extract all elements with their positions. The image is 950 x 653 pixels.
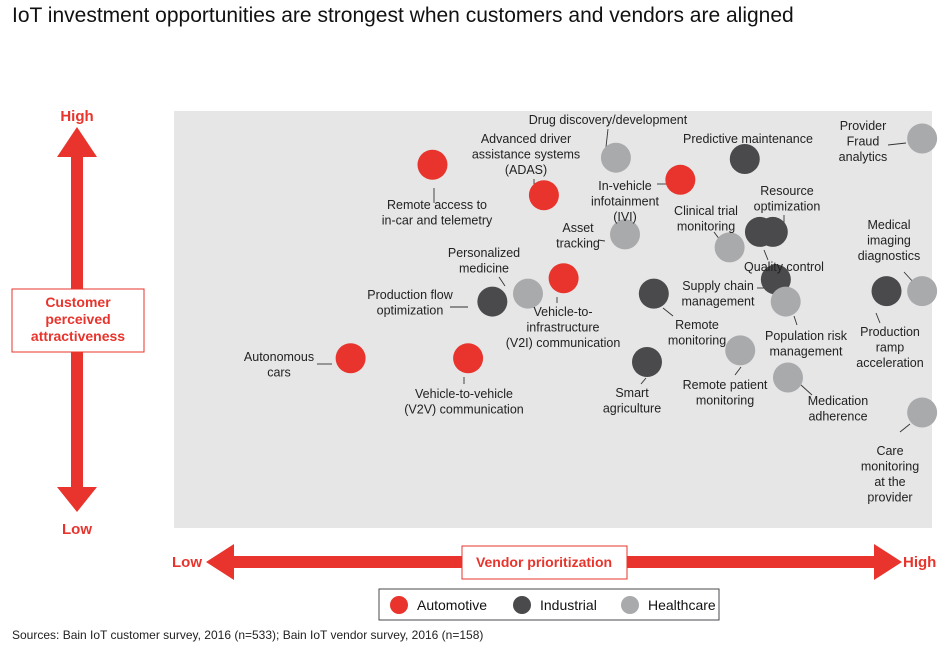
- y-high-label: High: [60, 108, 93, 125]
- leader-line: [875, 312, 881, 324]
- point-label: Production ramp acceleration: [856, 325, 923, 370]
- leader-line: [899, 423, 911, 433]
- point-label: In-vehicle infotainment (IVI): [591, 179, 660, 224]
- point-label: Autonomous cars: [244, 350, 314, 380]
- y-axis-title-box: [11, 288, 145, 353]
- leader-line: [887, 142, 907, 146]
- point-label: Medical imaging diagnostics: [858, 218, 921, 263]
- point-label: Resource optimization: [754, 184, 821, 214]
- point-label: Quality control: [744, 260, 824, 274]
- point-industrial: [729, 143, 760, 174]
- point-label: Personalized medicine: [448, 246, 520, 276]
- point-healthcare: [907, 397, 938, 428]
- legend: Automotive Industrial Healthcare: [390, 596, 716, 614]
- point-automotive: [548, 263, 579, 294]
- point-label: Clinical trial monitoring: [674, 204, 738, 234]
- point-label: Smart agriculture: [603, 386, 661, 416]
- leader-line: [800, 384, 813, 396]
- point-healthcare: [610, 219, 641, 250]
- chart-title: IoT investment opportunities are stronge…: [12, 4, 794, 27]
- point-automotive: [335, 343, 366, 374]
- source-note: Sources: Bain IoT customer survey, 2016 …: [12, 628, 484, 642]
- point-label: Population risk management: [765, 329, 848, 359]
- point-industrial: [744, 216, 775, 247]
- point-label: Care monitoring at the provider: [861, 444, 919, 505]
- leader-line: [734, 366, 742, 376]
- point-industrial: [638, 278, 669, 309]
- point-label: Medication adherence: [808, 394, 868, 424]
- point-label: Advanced driver assistance systems (ADAS): [472, 132, 580, 177]
- point-healthcare: [907, 276, 938, 307]
- point-industrial: [631, 347, 662, 378]
- leader-line: [640, 377, 647, 385]
- point-label: Vehicle-to-infrastructure (V2I) communica…: [506, 305, 621, 350]
- point-healthcare: [512, 278, 543, 309]
- legend-marker-industrial: [513, 596, 531, 614]
- point-automotive: [528, 180, 559, 211]
- point-automotive: [417, 149, 448, 180]
- legend-box: [378, 588, 720, 621]
- leader-line: [498, 276, 506, 287]
- point-healthcare: [714, 232, 745, 263]
- point-automotive: [453, 343, 484, 374]
- point-automotive: [665, 164, 696, 195]
- point-labels: Drug discovery/development Advanced drive…: [244, 113, 924, 505]
- leader-line: [605, 128, 609, 148]
- point-label: Production flow optimization: [367, 288, 453, 318]
- point-label: Predictive maintenance: [683, 132, 813, 146]
- point-industrial: [871, 276, 902, 307]
- x-axis-title-box: [461, 545, 628, 580]
- plot-area: [174, 111, 932, 528]
- point-healthcare: [907, 123, 938, 154]
- data-points: [335, 123, 938, 428]
- point-label: Vehicle-to-vehicle (V2V) communication: [404, 387, 524, 417]
- y-axis-title-text: Customer perceived attractiveness: [31, 294, 125, 344]
- point-label: Asset tracking: [556, 221, 600, 251]
- point-label: Supply chain management: [682, 279, 755, 309]
- legend-label-automotive: Automotive: [417, 597, 487, 613]
- point-label: Drug discovery/development: [529, 113, 688, 127]
- leader-line: [597, 239, 606, 242]
- y-low-label: Low: [62, 521, 92, 538]
- legend-label-industrial: Industrial: [540, 597, 597, 613]
- point-label: Remote monitoring: [668, 318, 726, 348]
- point-label: Provider Fraud analytics: [839, 119, 888, 164]
- point-label: Remote access to in-car and telemetry: [382, 198, 493, 228]
- legend-label-healthcare: Healthcare: [648, 597, 716, 613]
- leader-line: [793, 315, 798, 326]
- x-low-label: Low: [172, 554, 202, 571]
- point-healthcare: [725, 335, 756, 366]
- point-industrial: [477, 286, 508, 317]
- x-high-label: High: [903, 554, 936, 571]
- point-healthcare: [600, 142, 631, 173]
- legend-marker-healthcare: [621, 596, 639, 614]
- legend-marker-automotive: [390, 596, 408, 614]
- point-healthcare: [770, 286, 801, 317]
- x-axis-title: Vendor prioritization: [476, 554, 612, 570]
- y-axis-title: Customer perceived attractiveness: [31, 294, 125, 344]
- leader-line: [763, 249, 769, 261]
- point-label: Remote patient monitoring: [683, 378, 768, 408]
- leader-line: [662, 307, 674, 317]
- point-healthcare: [772, 362, 803, 393]
